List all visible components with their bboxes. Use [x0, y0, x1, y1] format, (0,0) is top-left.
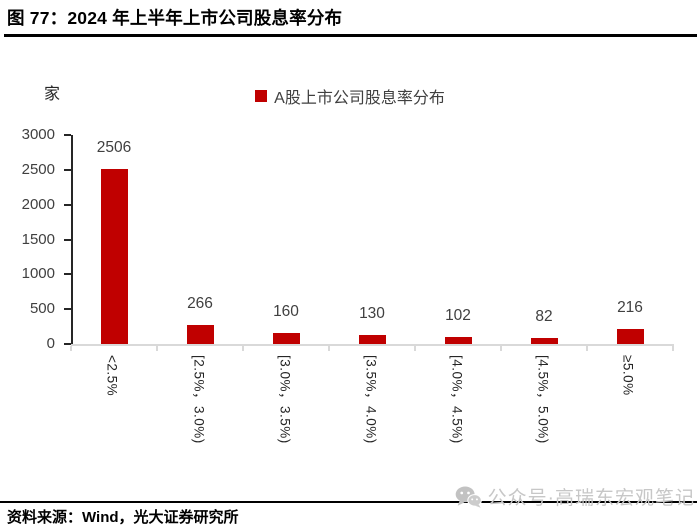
y-axis-tick	[64, 168, 71, 171]
x-axis-category-label: [3.0%，3.5%)	[277, 355, 293, 444]
x-axis-tick	[156, 345, 158, 351]
legend-swatch	[255, 90, 268, 102]
y-axis-tick-label: 1000	[21, 265, 55, 283]
y-axis-unit-label: 家	[44, 86, 61, 103]
bar-value-label: 82	[535, 308, 553, 326]
source-note: 资料来源：Wind，光大证券研究所	[7, 509, 239, 526]
y-axis-tick-label: 1500	[21, 230, 55, 248]
y-axis-tick	[64, 308, 71, 311]
y-axis-line	[71, 135, 73, 345]
bar-value-label: 130	[359, 304, 385, 322]
chart-legend: A股上市公司股息率分布	[0, 84, 700, 108]
bar-value-label: 160	[273, 302, 299, 320]
y-axis-tick	[64, 134, 71, 136]
x-axis-category-label: [2.5%，3.0%)	[191, 355, 207, 444]
bar	[530, 338, 558, 344]
bar	[616, 328, 644, 344]
bar	[186, 325, 214, 344]
y-axis-tick	[64, 273, 71, 276]
x-axis-tick	[586, 345, 588, 351]
x-axis-category-label: [4.0%，4.5%)	[449, 355, 465, 444]
bar	[358, 334, 386, 344]
legend-label: A股上市公司股息率分布	[274, 90, 445, 107]
title-rule	[4, 34, 697, 37]
bar	[444, 336, 472, 344]
y-axis-tick	[64, 203, 71, 206]
y-axis-tick-label: 0	[46, 335, 55, 352]
x-axis-tick	[242, 345, 244, 351]
y-axis-tick	[64, 343, 71, 345]
bar-value-label: 266	[187, 295, 213, 313]
watermark: 公众号·高瑞东宏观笔记	[455, 483, 695, 510]
wechat-icon	[455, 486, 482, 508]
x-axis-category-label: [3.5%，4.0%)	[363, 355, 379, 444]
x-axis-tick	[414, 345, 416, 351]
y-axis-tick-label: 500	[29, 300, 55, 318]
x-axis-tick	[672, 345, 674, 351]
x-axis-tick	[70, 345, 72, 351]
figure-title: 图 77：2024 年上半年上市公司股息率分布	[7, 8, 343, 28]
y-axis-tick-label: 2500	[21, 160, 55, 178]
y-axis-tick	[64, 238, 71, 241]
bar-value-label: 102	[445, 306, 471, 324]
bar-value-label: 2506	[96, 139, 132, 157]
x-axis-tick	[500, 345, 502, 351]
x-axis-tick	[328, 345, 330, 351]
bar	[100, 169, 128, 344]
watermark-text: 公众号·高瑞东宏观笔记	[487, 488, 695, 509]
x-axis-line	[71, 343, 674, 346]
bar	[272, 332, 300, 344]
bar-value-label: 216	[617, 298, 643, 316]
footer-rule	[0, 501, 697, 503]
x-axis-category-label: [4.5%，5.0%)	[535, 355, 551, 444]
y-axis-tick-label: 2000	[21, 195, 55, 213]
x-axis-category-label: <2.5%	[104, 355, 120, 397]
x-axis-category-label: ≥5.0%	[620, 355, 636, 396]
y-axis-tick-label: 3000	[21, 126, 55, 143]
